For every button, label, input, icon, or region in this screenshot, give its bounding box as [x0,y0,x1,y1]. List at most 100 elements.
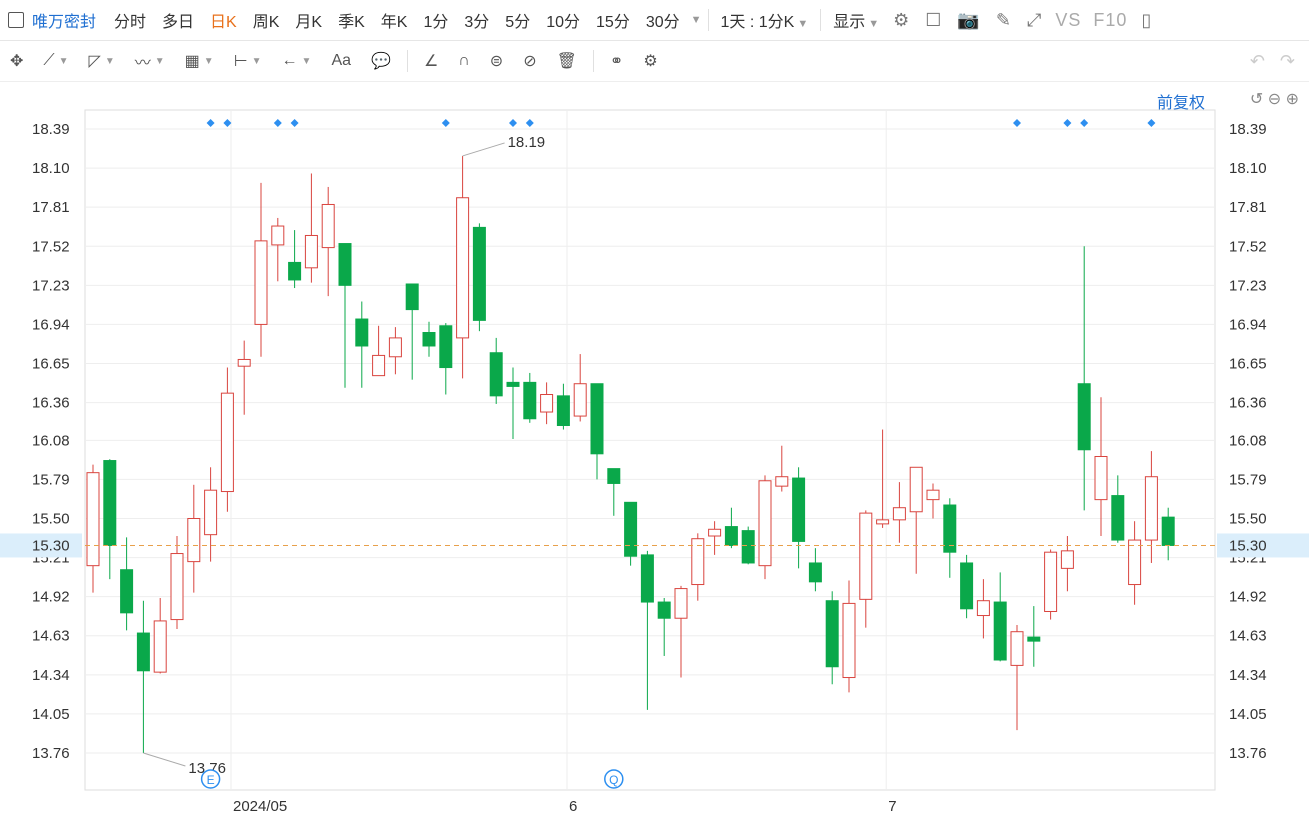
chevron-down-icon: ▼ [797,18,809,30]
candle-body [439,325,453,369]
candle-body [1128,539,1142,586]
stock-name[interactable]: 唯万密封 [32,14,97,31]
candle-body [204,489,218,536]
candle [1144,451,1158,563]
candle [136,600,150,753]
lock-icon[interactable]: ⊜ [489,53,504,70]
pencil-icon[interactable]: ✎ [995,9,1011,30]
tab-period-12[interactable]: 30分 [645,14,680,31]
candle [271,217,285,282]
candle-body [960,562,974,610]
candle [237,340,251,415]
settings-icon[interactable]: ⚙ [643,53,658,70]
y-tick-label: 14.34 [1229,667,1267,684]
angle-icon[interactable]: ∠ [423,53,439,70]
y-tick-label: 18.39 [32,121,70,138]
magnet-icon[interactable]: ∩ [458,52,470,69]
tab-period-6[interactable]: 年K [380,14,408,31]
y-tick-label: 14.63 [32,628,70,645]
vs-button[interactable]: VS [1055,9,1082,30]
event-circle-marker [200,769,221,789]
candle-body [640,554,654,603]
move-icon[interactable]: ✥ [10,53,24,70]
candle [892,482,906,543]
chevron-down-icon[interactable]: ▼ [690,14,702,26]
tab-period-3[interactable]: 周K [252,14,280,31]
compare-dropdown[interactable]: 1天 : 1分K ▼ [721,8,809,32]
candle [103,459,117,580]
event-diamond-marker [1013,119,1021,127]
candle [86,464,100,593]
fullscreen-icon[interactable]: ⤢ [1026,9,1042,30]
tab-period-7[interactable]: 1分 [423,14,449,31]
channel-tool-icon[interactable]: ◸ ▼ [88,53,115,70]
trash-icon[interactable]: 🗑 [556,53,577,70]
tab-period-9[interactable]: 5分 [505,14,531,31]
fib-tool-icon[interactable]: ▦ ▼ [184,53,214,70]
adjust-mode-button[interactable]: 前复权 [1156,95,1205,112]
y-tick-label: 17.23 [32,277,70,294]
y-tick-label: 16.94 [1229,316,1267,333]
line-tool-icon[interactable]: ⟋ ▼ [43,52,69,69]
event-diamond-marker [223,119,232,127]
display-dropdown[interactable]: 显示 ▼ [833,8,879,32]
overlay-icon[interactable]: ⚭ [609,53,624,70]
chevron-down-icon: ▼ [154,55,165,67]
undo-redo-icons[interactable]: ↶ ↷ [1249,50,1295,71]
tab-period-4[interactable]: 月K [295,14,323,31]
y-tick-label: 14.92 [32,589,70,606]
candle-body [103,460,117,546]
x-tick-label: 6 [569,798,577,815]
tab-period-5[interactable]: 季K [338,14,365,31]
candle-body [993,601,1007,661]
candle-body [573,383,587,417]
candle-body [472,226,486,321]
candles [86,155,1175,753]
candle-body [808,562,822,583]
candle [439,323,453,395]
tab-period-10[interactable]: 10分 [546,14,581,31]
tab-period-1[interactable]: 多日 [162,14,195,31]
arrow-tool-icon[interactable]: ← ▼ [281,52,312,69]
comment-icon[interactable]: 💬 [371,53,391,70]
candle-body [136,632,150,672]
candle-body [926,489,940,501]
candle [993,572,1007,662]
camera-icon[interactable]: 📷 [957,9,980,30]
hide-icon[interactable]: ⊘ [523,53,537,70]
f10-button[interactable]: F10 [1093,9,1128,30]
compare-label: 1天 : 1分K [720,14,795,31]
tab-period-2[interactable]: 日K [210,14,237,31]
panel-icon[interactable]: ▯ [1141,9,1152,30]
zoom-controls[interactable]: ↺ ⊖ ⊕ [1249,91,1299,108]
event-diamond-marker [273,119,282,127]
y-tick-label: 16.36 [1229,395,1267,412]
range-tool-icon[interactable]: ⊢ ▼ [233,53,262,70]
candle [960,554,974,619]
candle-body [708,528,722,537]
candle-body [674,588,688,619]
drawing-toolbar: ✥ ⟋ ▼ ◸ ▼ 〰 ▼ ▦ ▼ ⊢ ▼ ← ▼ Aa 💬 ∠ ∩ ⊜ ⊘ 🗑 ⚭ ⚙ ↶… [0,41,1309,82]
candle-body [892,507,906,521]
y-tick-label: 17.52 [1229,238,1267,255]
candle-body [842,602,856,679]
tab-period-0[interactable]: 分时 [114,14,147,31]
square-icon[interactable]: ☐ [925,9,942,30]
sidebar-toggle-icon[interactable] [8,12,24,28]
candle [607,468,621,516]
tab-period-8[interactable]: 3分 [464,14,490,31]
candle [338,243,352,388]
candle [909,466,923,574]
current-price-badge-right [1217,533,1309,558]
gear-icon[interactable]: ⚙ [893,9,910,30]
candle-body [1077,383,1091,451]
text-tool-icon[interactable]: Aa [331,52,352,69]
y-tick-label: 16.08 [1229,432,1267,449]
y-tick-label: 16.08 [32,432,70,449]
candle [775,445,789,492]
wave-tool-icon[interactable]: 〰 ▼ [134,55,165,72]
y-tick-label: 18.39 [1229,121,1267,138]
candle [204,467,218,562]
tab-period-11[interactable]: 15分 [596,14,630,31]
